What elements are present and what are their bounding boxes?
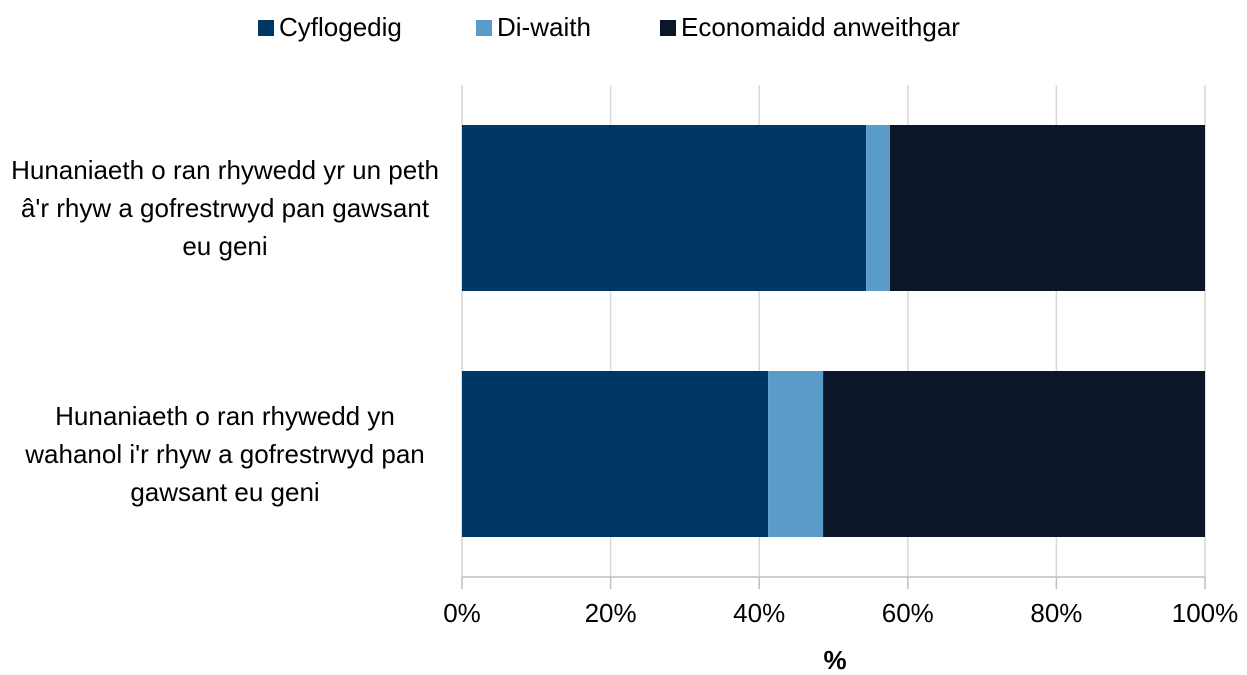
bar-segment [889,125,1205,291]
legend-swatch [476,20,492,36]
y-tick-label: Hunaniaeth o ran rhywedd yr un peth â'r … [11,155,439,261]
x-tick-label: 60% [882,598,934,628]
legend-label: Economaidd anweithgar [681,12,960,42]
bar-segment [462,125,867,291]
x-axis-label: % [823,645,846,675]
legend-label: Di-waith [497,12,591,42]
x-tick-label: 80% [1030,598,1082,628]
x-tick-label: 40% [733,598,785,628]
bar-segment [768,371,824,537]
bar-segment [823,371,1205,537]
x-tick-label: 20% [585,598,637,628]
x-tick-label: 100% [1172,598,1239,628]
legend-swatch [660,20,676,36]
x-tick-label: 0% [443,598,481,628]
legend-swatch [258,20,274,36]
bar-segment [866,125,890,291]
y-tick-label: Hunaniaeth o ran rhywedd yn wahanol i'r … [25,401,425,507]
legend-label: Cyflogedig [279,12,402,42]
bar-segment [462,371,769,537]
